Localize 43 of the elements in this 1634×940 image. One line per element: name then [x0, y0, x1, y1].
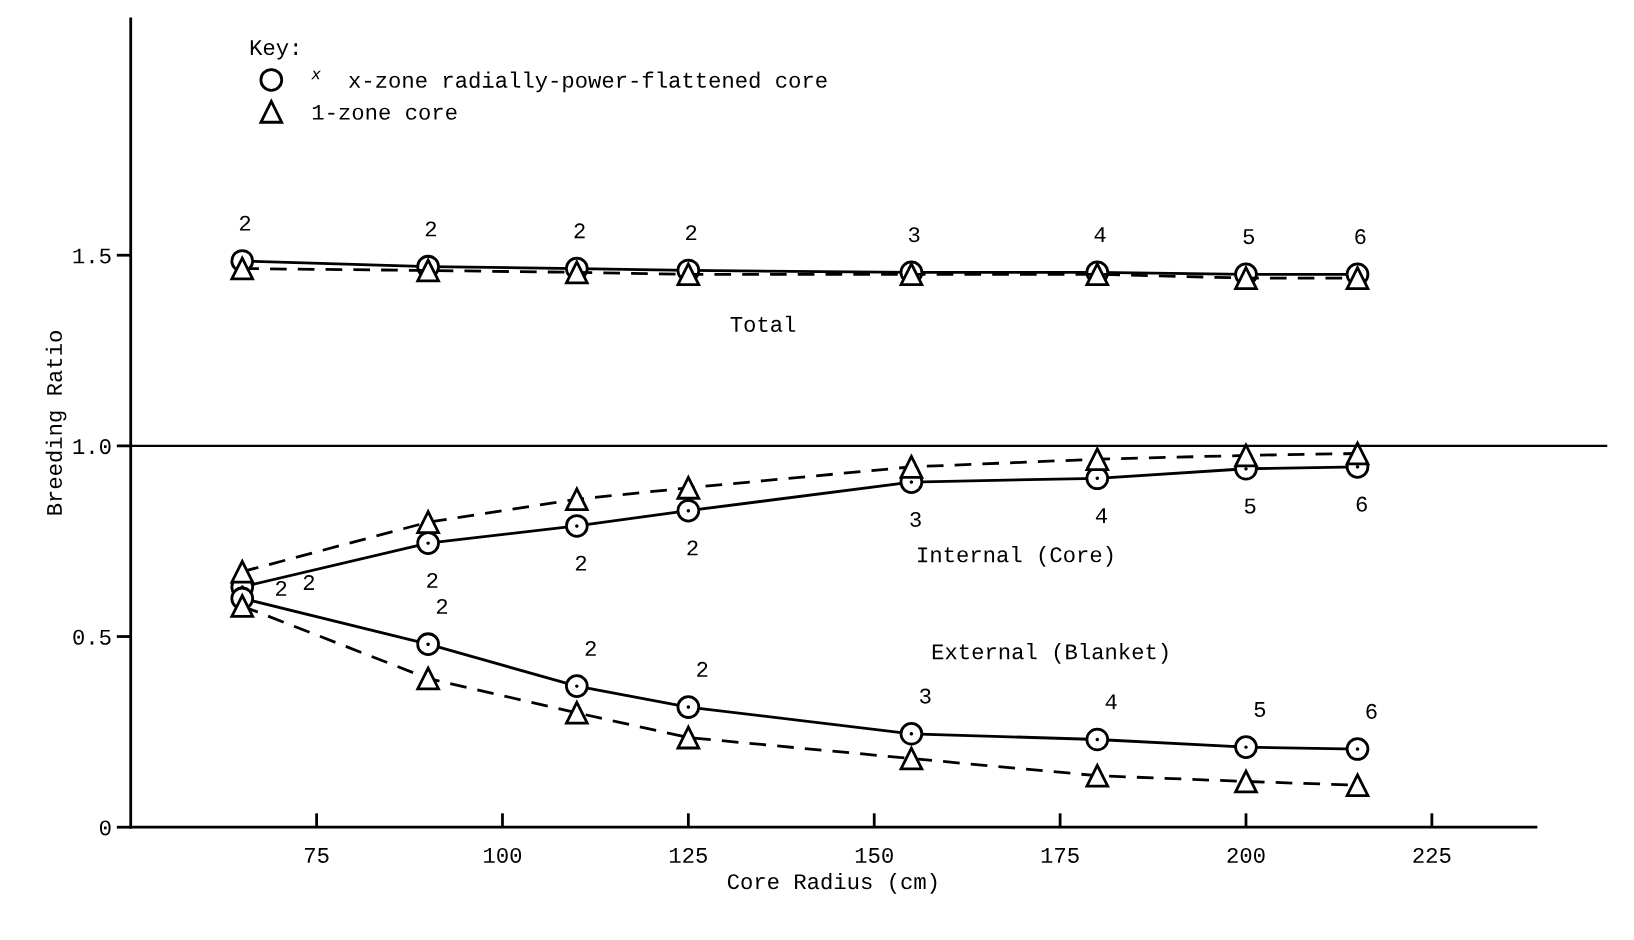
legend-label: 1-zone core	[312, 104, 457, 120]
x-tick-label: 75	[304, 848, 329, 863]
x-tick-label: 175	[1041, 848, 1079, 863]
y-tick-label: 0.5	[73, 629, 111, 645]
x-axis-title: Core Radius (cm)	[727, 872, 937, 894]
annotation: 4	[1105, 694, 1117, 710]
x-tick-label: 200	[1227, 847, 1265, 863]
annotation: 5	[1244, 498, 1256, 514]
annotation: 4	[1094, 227, 1106, 243]
annotation: 2	[687, 540, 698, 556]
annotation: 2	[303, 575, 315, 590]
annotation: 6	[1356, 496, 1367, 512]
annotation: 2	[585, 640, 596, 656]
y-tick-label: 1.5	[73, 248, 111, 264]
y-tick-label: 0	[99, 820, 111, 836]
annotation: 3	[910, 511, 921, 527]
annotation: 2	[276, 580, 287, 596]
y-axis-title: Breeding Ratio	[45, 331, 67, 515]
x-tick-label: 225	[1413, 847, 1451, 863]
y-tick-label: 1.0	[73, 439, 111, 455]
annotation: 6	[1366, 703, 1377, 719]
annotation: 5	[1243, 229, 1255, 245]
annotation: 2	[574, 223, 585, 239]
annotation: 2	[686, 225, 697, 241]
annotation: 2	[239, 215, 251, 231]
annotation: 3	[920, 688, 931, 704]
x-tick-label: 100	[484, 847, 522, 863]
annotation: External (Blanket)	[932, 643, 1168, 664]
annotation: 2	[436, 598, 448, 614]
text: $^{x}$ x-zone radially-power-flattened core	[311, 70, 827, 93]
annotation: 2	[425, 221, 436, 237]
annotation: Total	[730, 315, 796, 332]
legend-title: Key:	[250, 40, 298, 60]
x-tick-label: 150	[855, 847, 893, 863]
annotation: 6	[1355, 229, 1366, 245]
annotation: 2	[697, 661, 708, 677]
annotation: 5	[1254, 702, 1266, 717]
annotation: 2	[575, 555, 587, 571]
annotation: Internal (Core)	[918, 546, 1113, 567]
x-tick-label: 125	[669, 847, 707, 863]
annotation: 2	[427, 572, 438, 588]
annotation: 3	[908, 227, 920, 243]
annotation: 4	[1095, 508, 1107, 523]
